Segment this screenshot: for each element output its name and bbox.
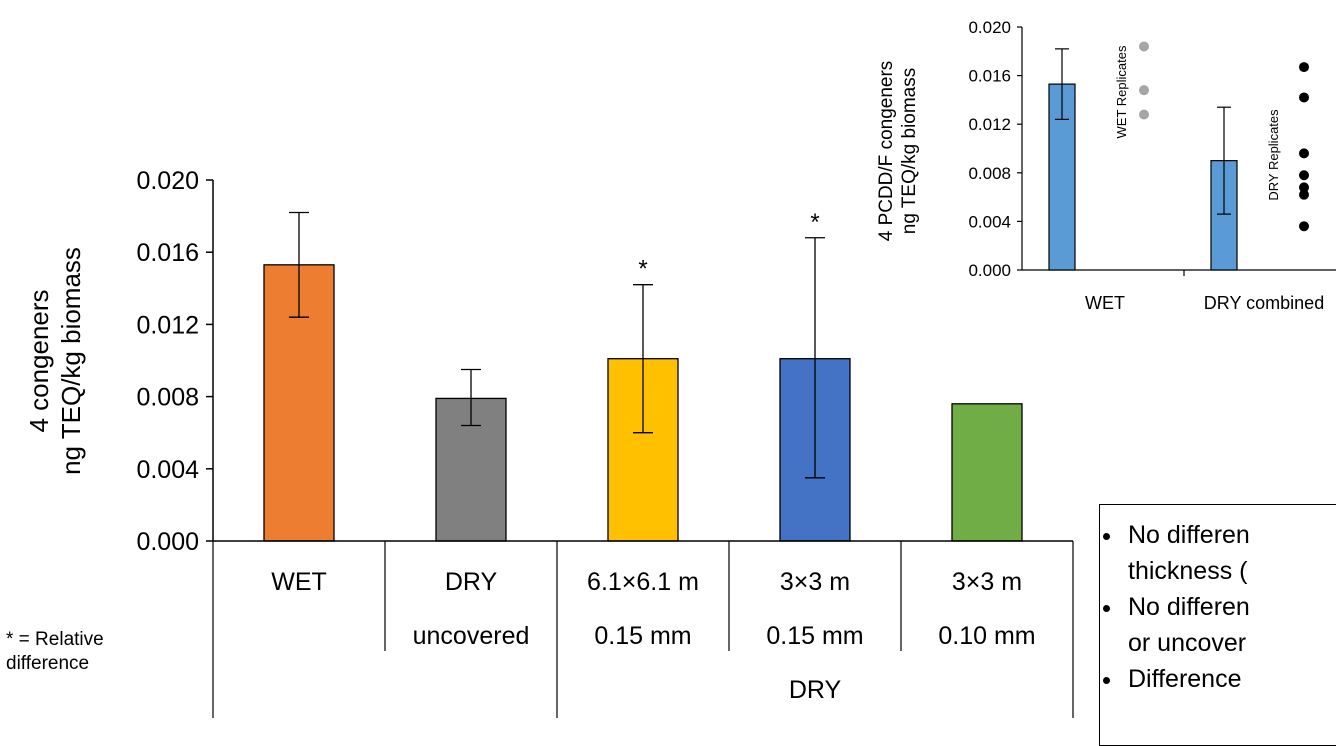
inset-y-tick-label-4: 0.016	[968, 67, 1011, 86]
main-chart: 4 congeners ng TEQ/kg biomass 0.000 0.004…	[24, 167, 1074, 718]
main-ylabel-line2: ng TEQ/kg biomass	[56, 247, 86, 475]
category-row2-3: 0.15 mm	[766, 622, 863, 650]
summary-bullet-2-text: No differen	[1128, 593, 1250, 621]
category-row1-0: WET	[271, 568, 327, 596]
category-row1-1: DRY	[445, 568, 498, 596]
summary-bullet-3: Difference	[1124, 661, 1336, 697]
dry-replicate-point-5	[1299, 189, 1309, 200]
inset-y-ticks: 0.000 0.004 0.008 0.012 0.016 0.020	[968, 18, 1022, 280]
inset-y-tick-label-5: 0.020	[968, 18, 1011, 37]
footnote-line1: = Relative	[13, 629, 104, 650]
inset-chart: 4 PCDD/F congeners ng TEQ/kg biomass 0.0…	[876, 18, 1336, 313]
inset-ylabel-line1: 4 PCDD/F congeners	[876, 61, 897, 242]
inset-category-dry-combined: DRY combined	[1204, 293, 1324, 313]
chart-canvas: 4 congeners ng TEQ/kg biomass 0.000 0.004…	[24, 18, 1336, 718]
inset-y-tick-label-3: 0.012	[968, 115, 1011, 134]
main-y-tick-label-3: 0.012	[136, 311, 199, 339]
summary-bullet-2-cont: or uncover	[1128, 629, 1247, 657]
main-bars: **	[263, 209, 1023, 542]
category-table: WET DRY uncovered 6.1×6.1 m 0.15 mm 3×3 m 0.15…	[212, 540, 1074, 718]
category-row2-4: 0.10 mm	[938, 622, 1035, 650]
wet-replicate-point-2	[1139, 109, 1149, 120]
inset-replicate-points	[1139, 41, 1309, 232]
main-y-tick-label-1: 0.004	[136, 456, 199, 484]
main-y-tick-label-2: 0.008	[136, 384, 199, 412]
inset-y-tick-label-2: 0.008	[968, 164, 1011, 183]
footnote-line2: difference	[6, 653, 90, 674]
summary-bullet-1: No differen thickness (	[1124, 517, 1336, 589]
dry-replicates-label: DRY Replicates	[1266, 109, 1281, 201]
wet-replicate-point-0	[1139, 41, 1149, 52]
main-y-tick-label-0: 0.000	[136, 528, 199, 556]
category-row1-3: 3×3 m	[780, 568, 850, 596]
dry-replicate-point-2	[1299, 148, 1309, 159]
dry-replicate-point-0	[1299, 62, 1309, 73]
wet-replicate-point-1	[1139, 85, 1149, 96]
summary-bullet-1-text: No differen	[1128, 521, 1250, 549]
dry-replicate-point-6	[1299, 221, 1309, 232]
summary-bullet-3-text: Difference	[1128, 665, 1242, 693]
category-row2-1: uncovered	[413, 622, 530, 650]
dry-replicate-point-1	[1299, 92, 1309, 103]
dry-replicate-point-4	[1299, 182, 1309, 193]
summary-bullet-1-cont: thickness (	[1128, 557, 1248, 585]
footnote: * = Relative difference	[6, 628, 104, 676]
inset-y-tick-label-0: 0.000	[968, 261, 1011, 280]
dry-replicate-point-3	[1299, 170, 1309, 181]
summary-bullet-2: No differen or uncover	[1124, 589, 1336, 661]
summary-bullets: No differen thickness ( No differen or unc…	[1100, 517, 1336, 697]
main-y-tick-label-5: 0.020	[136, 167, 199, 195]
main-significance-marker-2: *	[638, 256, 647, 283]
footnote-star: *	[6, 629, 14, 650]
main-bar-4	[951, 403, 1023, 542]
main-y-tick-label-4: 0.016	[136, 239, 199, 267]
inset-category-wet: WET	[1085, 293, 1125, 313]
category-row1-2: 6.1×6.1 m	[587, 568, 699, 596]
category-row1-4: 3×3 m	[952, 568, 1022, 596]
main-ylabel-line1: 4 congeners	[24, 289, 54, 432]
main-y-ticks: 0.000 0.004 0.008 0.012 0.016 0.020	[136, 167, 213, 556]
summary-callout-box: No differen thickness ( No differen or unc…	[1099, 504, 1336, 746]
inset-ylabel-line2: ng TEQ/kg biomass	[899, 68, 920, 235]
inset-y-tick-label-1: 0.004	[968, 212, 1011, 231]
category-row2-2: 0.15 mm	[594, 622, 691, 650]
inset-bars	[1048, 48, 1238, 271]
wet-replicates-label: WET Replicates	[1114, 45, 1129, 138]
main-significance-marker-3: *	[810, 209, 819, 236]
category-group-label: DRY	[789, 676, 842, 704]
